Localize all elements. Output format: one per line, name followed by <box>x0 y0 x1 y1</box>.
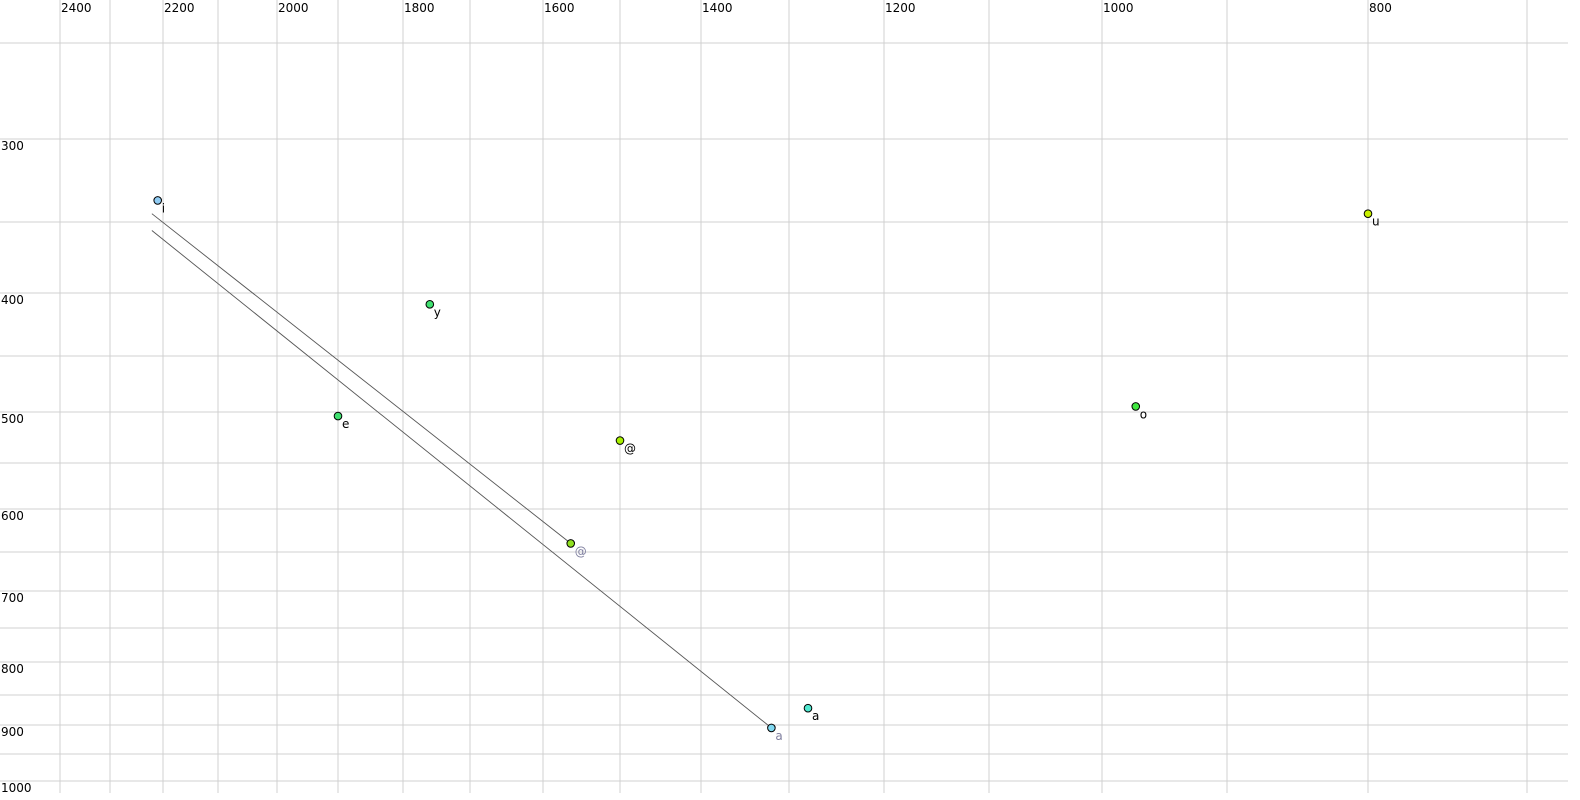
data-point <box>767 723 776 733</box>
data-point <box>1363 209 1373 218</box>
point-label: @ <box>624 442 636 456</box>
x-tick-label: 2400 <box>61 1 92 15</box>
x-tick-label: 2200 <box>164 1 195 15</box>
point-label: i <box>162 201 165 215</box>
data-point <box>803 703 813 713</box>
x-tick-label: 1400 <box>702 1 733 15</box>
data-point <box>566 539 576 548</box>
tick-labels: 2400 2200 2000 1800 1600 1400 1200 1000 800 300 40… <box>1 1 1392 795</box>
point-label: @ <box>575 544 587 558</box>
data-point <box>333 411 343 421</box>
x-tick-label: 1800 <box>404 1 435 15</box>
point-label: u <box>1372 215 1380 229</box>
x-tick-label: 1000 <box>1103 1 1134 15</box>
data-point <box>1131 402 1141 411</box>
data-points: i u y e o @ @ a a <box>153 196 1380 743</box>
y-tick-label: 300 <box>1 139 24 153</box>
trajectory-line <box>151 230 772 729</box>
point-label: a <box>775 729 782 743</box>
y-tick-label: 400 <box>1 293 24 307</box>
y-tick-label: 1000 <box>1 781 32 795</box>
y-tick-label: 800 <box>1 662 24 676</box>
data-point <box>615 436 625 445</box>
data-point <box>153 196 162 205</box>
x-tick-label: 2000 <box>278 1 309 15</box>
point-label: a <box>812 709 819 723</box>
trajectory-line <box>151 213 571 544</box>
y-tick-label: 700 <box>1 591 24 605</box>
data-point <box>425 300 435 309</box>
point-label: y <box>434 305 441 319</box>
point-label: o <box>1140 407 1147 421</box>
point-label: e <box>342 417 349 431</box>
y-tick-label: 900 <box>1 725 24 739</box>
x-tick-label: 1600 <box>544 1 575 15</box>
y-tick-label: 500 <box>1 412 24 426</box>
trajectories <box>151 213 772 729</box>
x-tick-label: 800 <box>1369 1 1392 15</box>
y-tick-label: 600 <box>1 509 24 523</box>
x-tick-label: 1200 <box>885 1 916 15</box>
